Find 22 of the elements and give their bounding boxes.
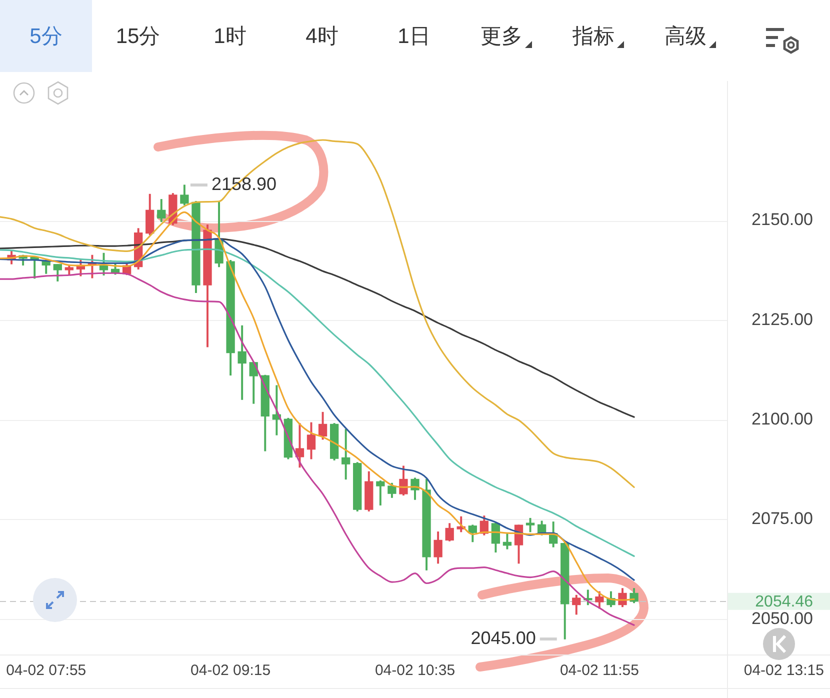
line-series bbox=[0, 139, 635, 488]
annotation: 2045.00 bbox=[470, 628, 536, 648]
text: 更多 bbox=[480, 24, 522, 50]
y-tick-label: 2075.00 bbox=[752, 509, 813, 528]
x-tick-label: 04-02 07:55 bbox=[6, 662, 86, 680]
y-tick-label: 2100.00 bbox=[752, 410, 813, 429]
ref-line-label: 2054.46 bbox=[755, 593, 814, 610]
text: 5分 bbox=[0, 0, 92, 72]
x-tick-label: 04-02 11:55 bbox=[560, 662, 639, 680]
text: 高级 bbox=[664, 24, 706, 50]
text: 15分 bbox=[116, 24, 160, 50]
y-tick-label: 2050.00 bbox=[752, 608, 813, 628]
x-tick-label: 04-02 09:15 bbox=[190, 662, 271, 680]
x-tick-label: 04-02 13:15 bbox=[744, 662, 824, 680]
y-tick-label: 2125.00 bbox=[752, 310, 813, 329]
line-series bbox=[0, 238, 635, 418]
text: 4时 bbox=[306, 24, 338, 50]
text: 1日 bbox=[398, 24, 430, 50]
text: 指标 bbox=[572, 24, 614, 50]
y-tick-label: 2150.00 bbox=[752, 210, 813, 230]
text: 1时 bbox=[214, 24, 246, 50]
x-tick-label: 04-02 10:35 bbox=[374, 662, 456, 680]
